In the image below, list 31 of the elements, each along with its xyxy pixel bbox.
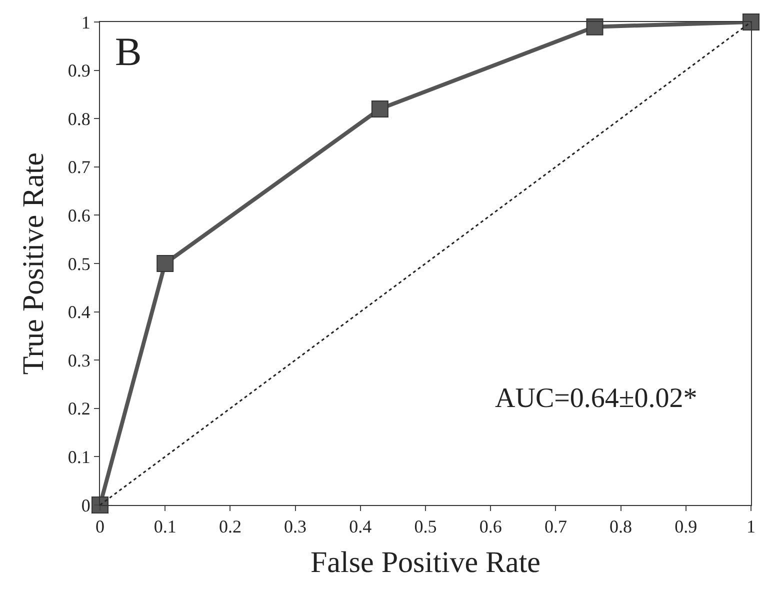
y-tick-label: 0.4	[68, 302, 90, 322]
annotation: B	[115, 29, 142, 74]
y-tick-label: 0.1	[68, 447, 90, 467]
y-tick-label: 0.7	[68, 157, 90, 178]
x-tick-label: 0	[96, 516, 104, 537]
x-tick-label: 0.8	[610, 516, 632, 537]
x-tick-label: 0.1	[154, 516, 176, 537]
x-tick-label: 0.7	[544, 516, 567, 537]
point	[586, 18, 604, 36]
y-tick-label: 0.8	[68, 108, 90, 129]
x-tick-label: 0.5	[414, 516, 437, 537]
y-tick-label: 0.9	[68, 60, 90, 81]
x-axis-title: False Positive Rate	[310, 546, 540, 580]
point	[92, 496, 108, 514]
point	[371, 100, 388, 118]
y-tick-label: 0.5	[68, 254, 90, 274]
x-tick-label: 0.3	[284, 516, 307, 537]
y-tick-label: 0.2	[68, 398, 90, 419]
x-tick-label: 0.6	[479, 516, 502, 537]
x-tick-label: 0.4	[349, 516, 372, 537]
y-tick-label: 0	[81, 495, 90, 516]
y-tick-label: 0.6	[68, 206, 90, 226]
x-tick-label: 1	[746, 516, 756, 537]
y-tick-label: 1	[81, 12, 90, 32]
x-tick-label: 0.2	[218, 516, 242, 537]
y-axis-title: True Positive Rate	[16, 152, 50, 375]
point	[742, 14, 760, 30]
annotation: AUC=0.64±0.02*	[495, 383, 698, 414]
y-tick-label: 0.3	[68, 350, 90, 370]
point	[156, 255, 174, 272]
x-tick-label: 0.9	[674, 516, 698, 537]
